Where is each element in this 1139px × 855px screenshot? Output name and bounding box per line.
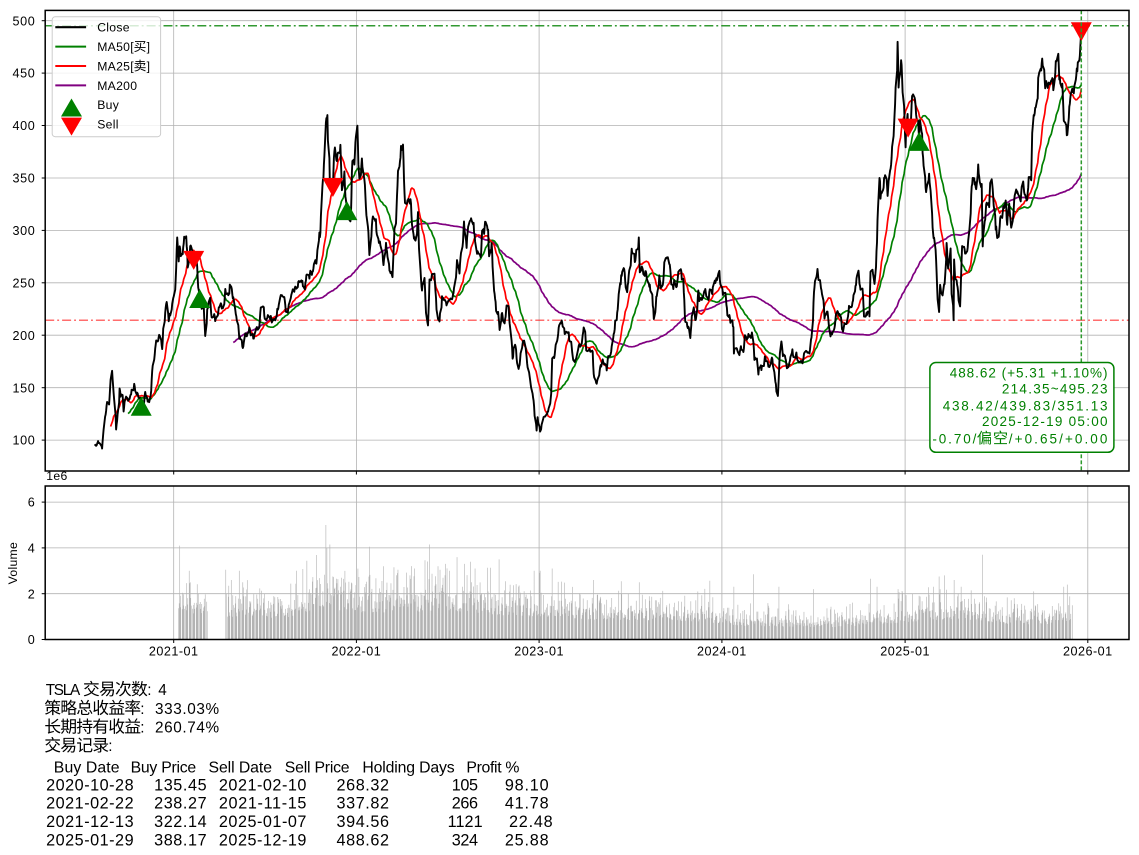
svg-text:Buy: Buy bbox=[97, 98, 120, 112]
svg-text:2025-01: 2025-01 bbox=[880, 644, 930, 658]
svg-text:Buy Date: Buy Date bbox=[54, 759, 120, 776]
svg-text:238.27: 238.27 bbox=[154, 795, 207, 813]
svg-text:300: 300 bbox=[12, 224, 35, 238]
svg-text:100: 100 bbox=[12, 434, 35, 448]
svg-text:350: 350 bbox=[12, 172, 35, 186]
svg-text:4: 4 bbox=[28, 542, 36, 556]
svg-text:333.03%: 333.03% bbox=[155, 701, 219, 718]
svg-text:2025-12-19 05:00: 2025-12-19 05:00 bbox=[982, 414, 1108, 429]
svg-text:150: 150 bbox=[12, 381, 35, 395]
svg-text:450: 450 bbox=[12, 67, 35, 81]
svg-text::: : bbox=[140, 701, 144, 718]
svg-text:200: 200 bbox=[12, 329, 35, 343]
svg-text:2022-01: 2022-01 bbox=[332, 644, 382, 658]
svg-text:488.62: 488.62 bbox=[337, 832, 390, 850]
svg-text:2025-01-29: 2025-01-29 bbox=[46, 832, 134, 850]
svg-text:TSLA: TSLA bbox=[46, 682, 81, 699]
svg-text:Sell Date: Sell Date bbox=[209, 759, 273, 776]
svg-text:]: ] bbox=[147, 40, 151, 54]
svg-text:MA50[: MA50[ bbox=[97, 40, 134, 54]
svg-text:400: 400 bbox=[12, 119, 35, 133]
svg-text:Buy Price: Buy Price bbox=[131, 759, 197, 776]
svg-text:1e6: 1e6 bbox=[46, 469, 67, 483]
svg-text:500: 500 bbox=[12, 14, 35, 28]
svg-text:2021-11-15: 2021-11-15 bbox=[219, 795, 307, 813]
svg-text:260.74%: 260.74% bbox=[155, 720, 219, 737]
svg-text:2021-12-13: 2021-12-13 bbox=[46, 813, 134, 831]
svg-text:Close: Close bbox=[97, 21, 130, 35]
svg-text:Sell: Sell bbox=[97, 118, 119, 132]
svg-text::: : bbox=[140, 720, 144, 737]
svg-text:214.35~495.23: 214.35~495.23 bbox=[1002, 382, 1108, 397]
svg-text:394.56: 394.56 bbox=[337, 813, 390, 831]
svg-text:98.10: 98.10 bbox=[505, 776, 549, 794]
svg-text:2025-01-07: 2025-01-07 bbox=[219, 813, 307, 831]
svg-text:250: 250 bbox=[12, 276, 35, 290]
svg-text:6: 6 bbox=[28, 496, 36, 510]
svg-text:268.32: 268.32 bbox=[337, 776, 390, 794]
svg-text:337.82: 337.82 bbox=[337, 795, 390, 813]
svg-text:266: 266 bbox=[452, 795, 478, 813]
svg-text:Profit %: Profit % bbox=[466, 759, 519, 776]
svg-text:2026-01: 2026-01 bbox=[1063, 644, 1113, 658]
svg-text:2021-01: 2021-01 bbox=[149, 644, 199, 658]
svg-text:2021-02-22: 2021-02-22 bbox=[46, 795, 134, 813]
svg-text:0: 0 bbox=[28, 633, 36, 647]
svg-text::: : bbox=[147, 682, 151, 699]
svg-text:2023-01: 2023-01 bbox=[514, 644, 564, 658]
svg-text:]: ] bbox=[147, 59, 151, 73]
svg-text:2025-12-19: 2025-12-19 bbox=[219, 832, 307, 850]
svg-text:Volume: Volume bbox=[6, 542, 20, 584]
svg-text:324: 324 bbox=[452, 832, 478, 850]
svg-text:2021-02-10: 2021-02-10 bbox=[219, 776, 307, 794]
svg-text::: : bbox=[108, 738, 112, 755]
svg-text:25.88: 25.88 bbox=[505, 832, 549, 850]
svg-text:388.17: 388.17 bbox=[154, 832, 207, 850]
svg-text:438.42/439.83/351.13: 438.42/439.83/351.13 bbox=[943, 398, 1108, 413]
svg-text:105: 105 bbox=[452, 776, 478, 794]
svg-text:-0.70/: -0.70/ bbox=[932, 431, 976, 446]
svg-text:135.45: 135.45 bbox=[154, 776, 207, 794]
svg-text:22.48: 22.48 bbox=[509, 813, 553, 831]
svg-text:488.62 (+5.31 +1.10%): 488.62 (+5.31 +1.10%) bbox=[950, 365, 1108, 380]
svg-text:322.14: 322.14 bbox=[154, 813, 207, 831]
svg-text:MA25[: MA25[ bbox=[97, 59, 134, 73]
svg-text:41.78: 41.78 bbox=[505, 795, 549, 813]
svg-text:2020-10-28: 2020-10-28 bbox=[46, 776, 134, 794]
svg-text:Holding Days: Holding Days bbox=[362, 759, 454, 776]
svg-text:1121: 1121 bbox=[448, 813, 483, 831]
svg-text:2024-01: 2024-01 bbox=[697, 644, 747, 658]
svg-text:4: 4 bbox=[158, 682, 167, 699]
svg-text:Sell Price: Sell Price bbox=[285, 759, 350, 776]
svg-text:2: 2 bbox=[28, 587, 36, 601]
svg-text:MA200: MA200 bbox=[97, 79, 137, 93]
